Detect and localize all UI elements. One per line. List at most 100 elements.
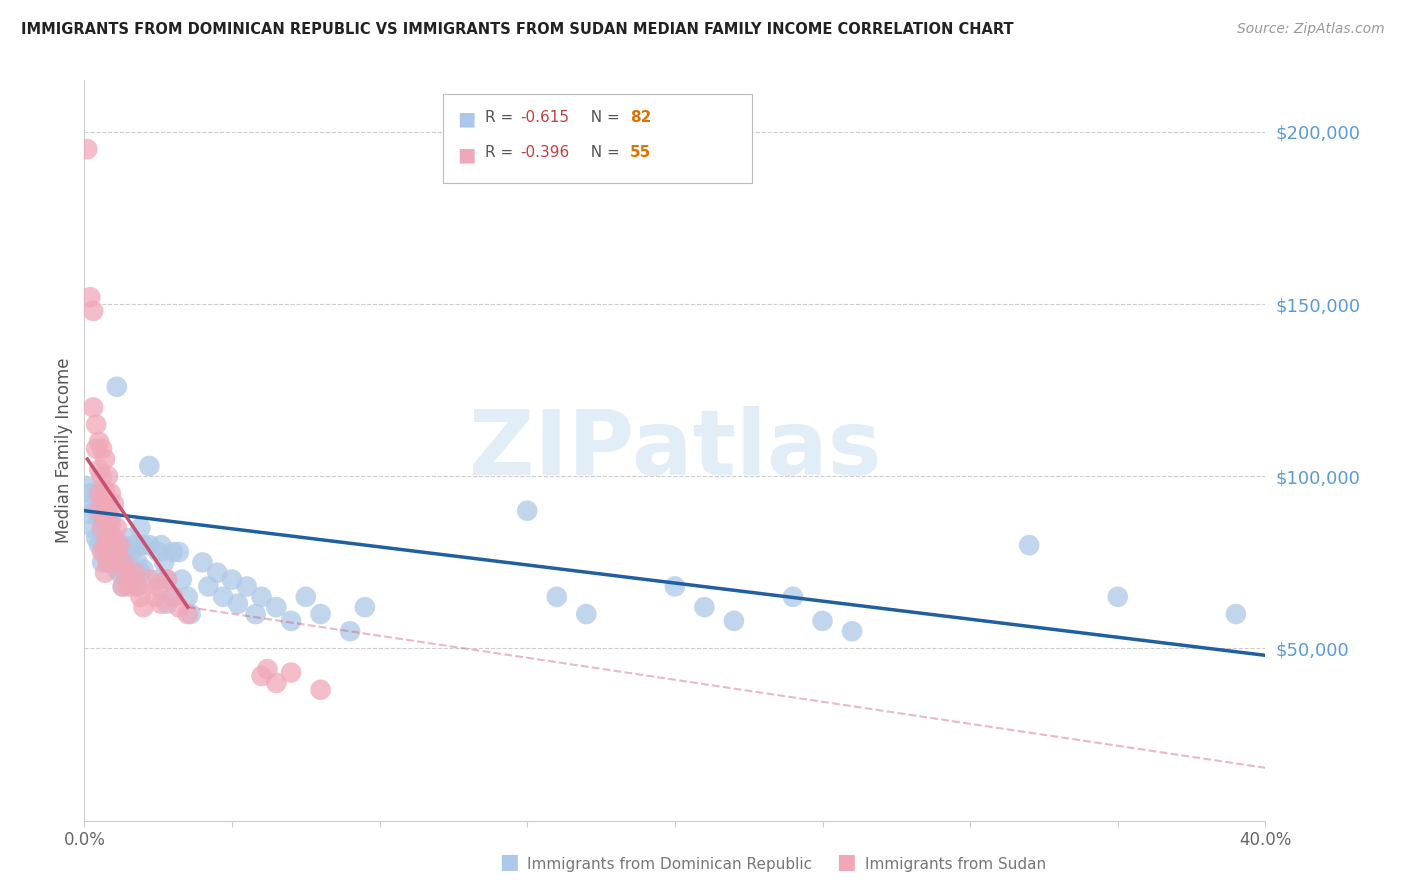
Point	[148, 545, 170, 559]
Text: -0.396: -0.396	[520, 145, 569, 161]
Point	[97, 504, 120, 518]
Point	[124, 566, 146, 580]
Point	[354, 600, 377, 615]
Point	[124, 538, 146, 552]
Point	[162, 545, 184, 559]
Point	[87, 434, 111, 449]
Point	[132, 600, 155, 615]
Point	[82, 401, 104, 415]
Point	[148, 573, 170, 587]
Point	[97, 555, 120, 569]
Point	[87, 486, 111, 500]
Point	[82, 304, 104, 318]
Point	[150, 538, 173, 552]
Point	[97, 531, 120, 545]
Point	[84, 417, 107, 432]
Point	[84, 442, 107, 456]
Point	[91, 524, 114, 539]
Point	[177, 590, 200, 604]
Point	[91, 545, 114, 559]
Point	[100, 486, 122, 500]
Point	[129, 521, 152, 535]
Point	[546, 590, 568, 604]
Point	[105, 538, 128, 552]
Point	[111, 555, 134, 569]
Point	[664, 579, 686, 593]
Point	[1225, 607, 1247, 621]
Text: ■: ■	[837, 853, 856, 872]
Point	[111, 579, 134, 593]
Point	[295, 590, 318, 604]
Text: ■: ■	[499, 853, 519, 872]
Point	[118, 558, 141, 573]
Point	[207, 566, 229, 580]
Point	[138, 573, 160, 587]
Point	[84, 531, 107, 545]
Point	[693, 600, 716, 615]
Point	[129, 590, 152, 604]
Point	[1107, 590, 1129, 604]
Point	[91, 555, 114, 569]
Point	[108, 566, 131, 580]
Text: Immigrants from Dominican Republic: Immigrants from Dominican Republic	[527, 857, 813, 872]
Point	[170, 573, 193, 587]
Point	[245, 607, 267, 621]
Point	[105, 562, 128, 576]
Point	[76, 142, 98, 156]
Y-axis label: Median Family Income: Median Family Income	[55, 358, 73, 543]
Point	[782, 590, 804, 604]
Point	[87, 483, 111, 497]
Point	[87, 504, 111, 518]
Point	[162, 590, 184, 604]
Point	[91, 469, 114, 483]
Point	[138, 538, 160, 552]
Point	[162, 590, 184, 604]
Point	[103, 531, 125, 545]
Point	[121, 545, 143, 559]
Point	[127, 579, 149, 593]
Point	[841, 624, 863, 639]
Text: 82: 82	[630, 110, 651, 125]
Text: IMMIGRANTS FROM DOMINICAN REPUBLIC VS IMMIGRANTS FROM SUDAN MEDIAN FAMILY INCOME: IMMIGRANTS FROM DOMINICAN REPUBLIC VS IM…	[21, 22, 1014, 37]
Point	[103, 497, 125, 511]
Point	[266, 676, 288, 690]
Point	[167, 545, 190, 559]
Point	[723, 614, 745, 628]
Point	[339, 624, 361, 639]
Point	[114, 545, 136, 559]
Point	[132, 538, 155, 552]
Point	[82, 497, 104, 511]
Point	[153, 555, 176, 569]
Point	[197, 579, 219, 593]
Point	[94, 545, 117, 559]
Text: 55: 55	[630, 145, 651, 161]
Text: R =: R =	[485, 110, 519, 125]
Point	[108, 545, 131, 559]
Point	[87, 462, 111, 476]
Point	[127, 555, 149, 569]
Point	[94, 566, 117, 580]
Point	[105, 380, 128, 394]
Point	[103, 555, 125, 569]
Text: Source: ZipAtlas.com: Source: ZipAtlas.com	[1237, 22, 1385, 37]
Text: R =: R =	[485, 145, 519, 161]
Point	[111, 538, 134, 552]
Text: -0.615: -0.615	[520, 110, 569, 125]
Point	[250, 590, 273, 604]
Text: ■: ■	[457, 145, 475, 164]
Point	[156, 597, 179, 611]
Point	[132, 562, 155, 576]
Point	[111, 555, 134, 569]
Point	[79, 507, 101, 521]
Point	[114, 566, 136, 580]
Point	[121, 573, 143, 587]
Point	[236, 579, 259, 593]
Point	[91, 442, 114, 456]
Point	[111, 579, 134, 593]
Text: N =: N =	[581, 110, 624, 125]
Point	[79, 486, 101, 500]
Point	[309, 682, 332, 697]
Point	[280, 614, 302, 628]
Point	[94, 497, 117, 511]
Point	[103, 555, 125, 569]
